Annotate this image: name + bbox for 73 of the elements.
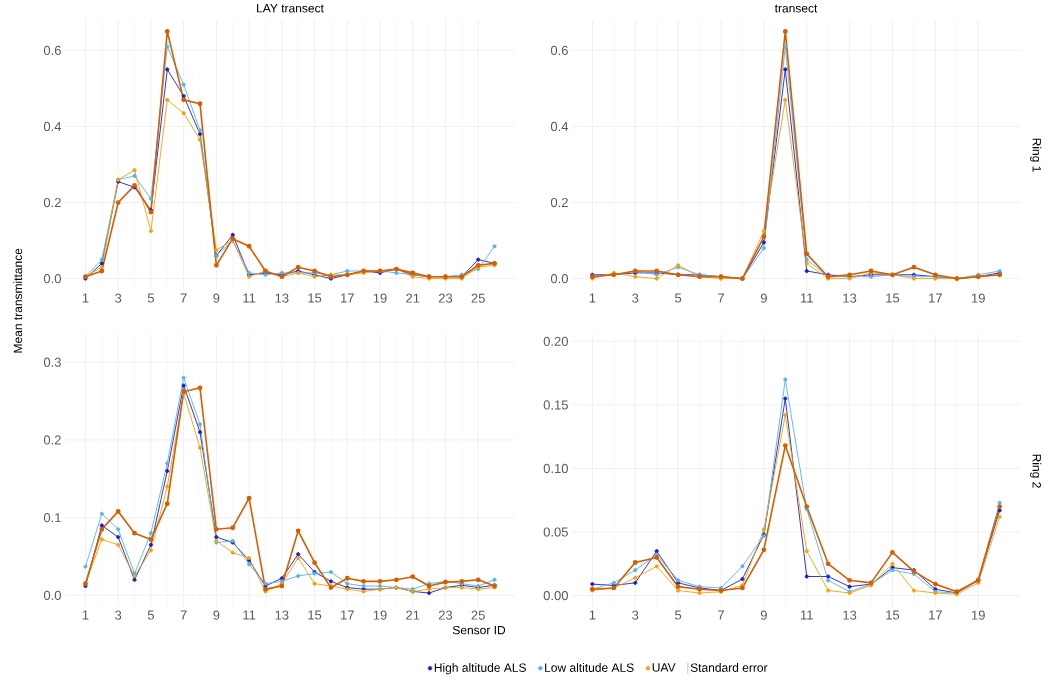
x-tick-label: 9 [213, 610, 220, 620]
y-tick-label: 0.6 [43, 45, 61, 56]
legend-label: Low altitude ALS [545, 663, 634, 672]
y-tick-label: 0.3 [43, 357, 61, 367]
x-tick-label: 15 [886, 293, 900, 303]
chart-title: LAY transect [257, 4, 324, 13]
x-tick-label: 9 [760, 610, 767, 620]
x-tick-label: 1 [82, 610, 89, 620]
y-tick-label: 0.1 [43, 513, 61, 523]
text: Standard error [690, 663, 768, 672]
y-tick-label: 0.00 [543, 590, 568, 601]
x-tick-label: 7 [180, 610, 187, 620]
x-tick-label: 15 [886, 610, 900, 620]
x-tick-label: 23 [438, 610, 453, 620]
x-tick-label: 5 [147, 610, 154, 620]
y-tick-label: 0.4 [550, 121, 569, 132]
x-tick-label: 15 [308, 610, 322, 620]
x-tick-label: 11 [800, 610, 813, 620]
y-tick-label: 0.2 [43, 197, 61, 208]
x-tick-label: 17 [341, 293, 354, 303]
x-tick-label: 19 [971, 293, 985, 303]
x-tick-label: 3 [115, 610, 122, 620]
x-tick-label: 19 [373, 293, 387, 303]
y-tick-label: 0.2 [43, 435, 61, 445]
x-tick-label: 5 [675, 293, 682, 303]
text: Ring 1 [1030, 138, 1042, 172]
x-tick-label: 9 [760, 293, 767, 303]
x-tick-label: 17 [341, 610, 354, 620]
x-tick-label: 7 [718, 610, 724, 620]
x-tick-label: 7 [718, 293, 724, 303]
x-tick-label: 19 [971, 610, 985, 620]
x-tick-label: 5 [675, 610, 682, 620]
x-tick-label: 1 [82, 293, 89, 303]
y-tick-label: 0.0 [550, 273, 568, 284]
legend-label: UAV [652, 663, 676, 672]
legend-label: High altitude ALS [434, 663, 526, 675]
x-tick-label: 13 [275, 293, 289, 303]
y-tick-label: 0.10 [543, 463, 568, 474]
y-tick-label: 0.15 [543, 400, 568, 410]
x-tick-label: 21 [406, 293, 420, 303]
y-tick-label: 0.20 [543, 336, 568, 346]
x-tick-label: 15 [308, 293, 322, 303]
x-tick-label: 19 [373, 610, 387, 620]
chart-title: transect [774, 4, 818, 13]
x-tick-label: 25 [471, 293, 485, 303]
x-tick-label: 21 [406, 610, 420, 620]
x-tick-label: 9 [213, 293, 220, 303]
x-axis-title: Sensor ID [452, 625, 506, 635]
text: Ring 2 [1030, 454, 1042, 488]
x-tick-label: 1 [589, 293, 596, 303]
x-tick-label: 11 [800, 293, 813, 303]
x-tick-label: 3 [632, 293, 639, 303]
y-tick-label: 0.0 [43, 590, 61, 600]
x-tick-label: 13 [275, 610, 289, 620]
x-tick-label: 5 [147, 293, 154, 303]
x-tick-label: 25 [471, 610, 485, 620]
x-tick-label: 17 [929, 610, 942, 620]
x-tick-label: 11 [243, 610, 256, 620]
y-tick-label: 0.2 [550, 197, 568, 208]
y-tick-label: 0.4 [43, 121, 62, 132]
y-tick-label: 0.0 [43, 273, 61, 284]
x-tick-label: 23 [438, 293, 453, 303]
y-tick-label: 0.6 [550, 45, 568, 56]
x-tick-label: 11 [243, 293, 256, 303]
x-tick-label: 1 [589, 610, 596, 620]
x-tick-label: 7 [180, 293, 187, 303]
y-axis-title: Mean transmittance [13, 248, 23, 353]
x-tick-label: 17 [929, 293, 942, 303]
x-tick-label: 3 [115, 293, 122, 303]
x-tick-label: 3 [632, 610, 639, 620]
x-tick-label: 13 [843, 293, 857, 303]
x-tick-label: 13 [843, 610, 857, 620]
y-tick-label: 0.05 [543, 527, 568, 537]
